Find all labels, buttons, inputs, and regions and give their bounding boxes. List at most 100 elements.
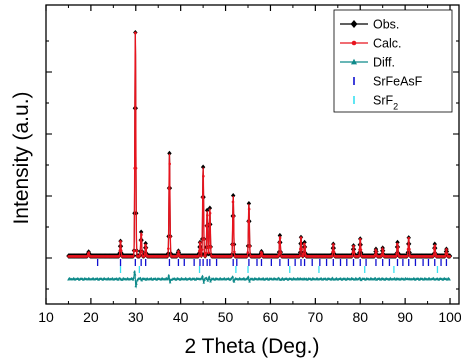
diff-point xyxy=(207,275,211,278)
calc-point xyxy=(167,247,170,250)
calc-point xyxy=(204,255,207,258)
calc-point xyxy=(232,215,235,218)
plot-area xyxy=(66,29,453,289)
x-tick-label: 40 xyxy=(173,309,189,325)
calc-point xyxy=(166,254,169,258)
calc-point xyxy=(144,246,148,250)
calc-point xyxy=(247,220,250,224)
calc-point xyxy=(197,254,200,258)
calc-point xyxy=(139,239,143,242)
calc-point xyxy=(200,248,204,251)
calc-point xyxy=(140,250,144,254)
calc-point xyxy=(135,249,138,253)
calc-point xyxy=(259,254,262,257)
diff-point xyxy=(166,277,169,281)
calc-point xyxy=(144,243,147,247)
reflections-srfeasf xyxy=(96,259,448,266)
calc-point xyxy=(432,254,435,257)
calc-point xyxy=(357,254,361,258)
x-tick-label: 50 xyxy=(218,309,234,325)
calc-point xyxy=(209,245,213,249)
calc-point xyxy=(373,253,377,257)
x-tick-label: 20 xyxy=(83,309,99,325)
calc-point xyxy=(359,248,363,251)
calc-point xyxy=(167,187,171,190)
calc-point xyxy=(206,246,210,249)
calc-point xyxy=(143,252,147,256)
calc-point xyxy=(375,250,378,254)
legend-label-p1: SrFeAsF xyxy=(373,75,423,89)
legend: Obs. Calc. Diff. SrFeAsF SrF2 xyxy=(333,9,453,113)
legend-label-subscript: 2 xyxy=(393,102,398,112)
calc-point xyxy=(303,242,306,246)
obs-point xyxy=(143,240,148,247)
calc-point xyxy=(168,162,171,166)
calc-point xyxy=(434,252,437,256)
diff-point xyxy=(168,280,172,284)
calc-point xyxy=(208,223,211,227)
calc-point xyxy=(206,213,209,217)
calc-point xyxy=(408,247,411,251)
x-tick-label: 80 xyxy=(352,309,368,325)
calc-point xyxy=(299,236,303,240)
plot-frame xyxy=(45,4,460,305)
x-tick-label: 90 xyxy=(397,309,413,325)
calc-point xyxy=(119,249,123,252)
x-tick-label: 100 xyxy=(438,309,461,325)
calc-point xyxy=(396,246,400,249)
diff-point xyxy=(448,278,451,281)
calc-point xyxy=(142,255,146,258)
calc-point xyxy=(200,254,203,258)
calc-point xyxy=(132,249,136,253)
calc-point xyxy=(278,241,281,245)
diff-point xyxy=(206,279,210,282)
calc-point xyxy=(87,251,91,254)
diff-markers xyxy=(67,270,451,288)
calc-point xyxy=(277,253,281,257)
obs-point xyxy=(246,200,252,207)
obs-point xyxy=(277,232,283,239)
calc-point xyxy=(230,243,234,247)
calc-point xyxy=(202,238,206,241)
calc-point xyxy=(406,254,409,258)
diff-point xyxy=(133,272,137,276)
diff-point xyxy=(201,277,205,281)
legend-label-calc: Calc. xyxy=(373,37,401,51)
calc-point xyxy=(134,166,138,170)
obs-point xyxy=(230,192,236,199)
calc-point xyxy=(395,242,399,246)
obs-point xyxy=(138,229,144,235)
legend-symbol-diff xyxy=(351,58,357,65)
calc-point xyxy=(198,241,202,245)
x-tick-label: 60 xyxy=(263,309,279,325)
diff-point xyxy=(209,280,212,283)
calc-point xyxy=(230,254,233,258)
diff-point xyxy=(167,273,171,277)
calc-point xyxy=(350,254,354,258)
calc-point xyxy=(260,252,264,255)
x-tick-label: 30 xyxy=(128,309,144,325)
calc-markers xyxy=(67,31,452,258)
diff-point xyxy=(140,278,144,282)
diff-point xyxy=(200,276,204,280)
axis-ticks xyxy=(45,5,459,304)
calc-point xyxy=(298,254,301,258)
calc-point xyxy=(204,251,208,255)
calc-point xyxy=(86,254,89,258)
calc-point xyxy=(407,236,411,240)
calc-point xyxy=(381,249,385,253)
diff-point xyxy=(134,284,138,288)
calc-point xyxy=(246,251,250,254)
calc-point xyxy=(245,255,249,258)
x-axis-title: 2 Theta (Deg.) xyxy=(184,335,319,358)
diff-point xyxy=(231,275,235,278)
calc-point xyxy=(208,211,212,215)
calc-point xyxy=(443,254,447,258)
calc-point xyxy=(332,243,335,246)
calc-point xyxy=(300,247,303,251)
diff-point xyxy=(131,278,135,281)
diff-point xyxy=(135,282,138,285)
calc-point xyxy=(433,247,436,250)
calc-point xyxy=(231,200,235,204)
